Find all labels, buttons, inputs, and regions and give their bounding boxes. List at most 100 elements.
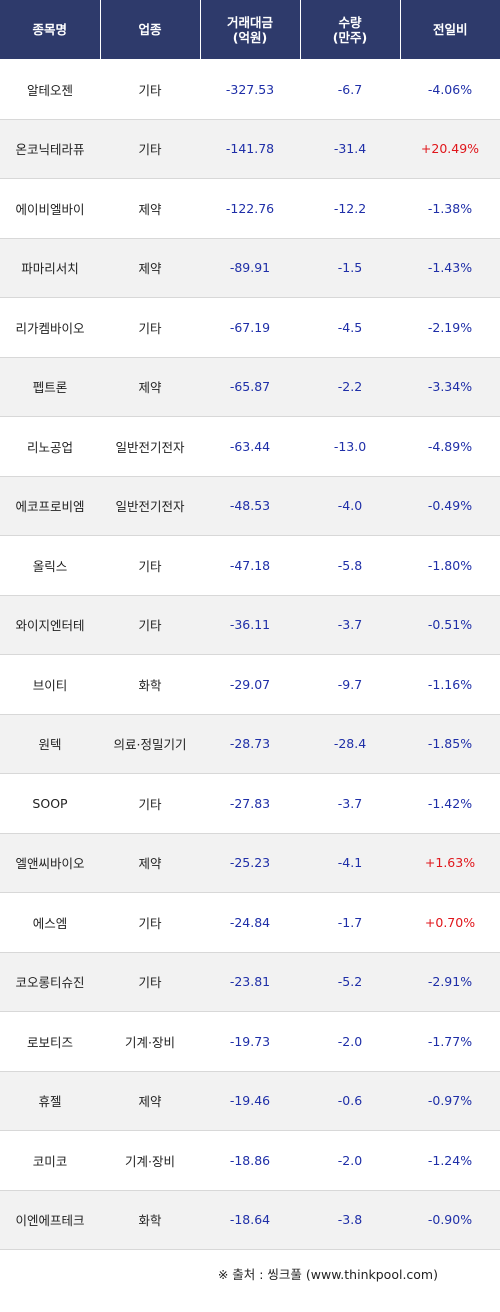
quantity-cell: -4.1	[300, 833, 400, 893]
change-rate-cell: -1.38%	[400, 178, 500, 239]
table-row: 올릭스 기타 -47.18 -5.8 -1.80%	[0, 535, 500, 596]
table-row: 이엔에프테크 화학 -18.64 -3.8 -0.90%	[0, 1190, 500, 1250]
sector-cell: 화학	[100, 654, 200, 715]
stock-name-cell: 리노공업	[0, 416, 100, 477]
sector-cell: 제약	[100, 833, 200, 893]
stock-name-cell: 로보티즈	[0, 1011, 100, 1072]
change-rate-cell: -2.19%	[400, 297, 500, 358]
quantity-cell: -28.4	[300, 714, 400, 774]
table-row: 리노공업 일반전기전자 -63.44 -13.0 -4.89%	[0, 416, 500, 477]
change-rate-cell: -1.43%	[400, 238, 500, 298]
sector-cell: 기타	[100, 535, 200, 596]
trade-amount-cell: -327.53	[200, 59, 300, 120]
change-rate-cell: -0.90%	[400, 1190, 500, 1250]
table-row: 브이티 화학 -29.07 -9.7 -1.16%	[0, 654, 500, 715]
table-row: 원텍 의료·정밀기기 -28.73 -28.4 -1.85%	[0, 714, 500, 774]
change-rate-cell: -1.42%	[400, 773, 500, 834]
stock-name-cell: 파마리서치	[0, 238, 100, 298]
trade-amount-cell: -18.86	[200, 1130, 300, 1191]
trade-amount-cell: -25.23	[200, 833, 300, 893]
quantity-cell: -4.5	[300, 297, 400, 358]
trade-amount-cell: -27.83	[200, 773, 300, 834]
change-rate-cell: -1.16%	[400, 654, 500, 715]
change-rate-cell: +20.49%	[400, 119, 500, 179]
quantity-cell: -4.0	[300, 476, 400, 536]
change-rate-cell: -2.91%	[400, 952, 500, 1012]
quantity-cell: -13.0	[300, 416, 400, 477]
trade-amount-cell: -67.19	[200, 297, 300, 358]
stock-name-cell: 이엔에프테크	[0, 1190, 100, 1250]
table-row: 에스엠 기타 -24.84 -1.7 +0.70%	[0, 892, 500, 953]
change-rate-cell: -0.51%	[400, 595, 500, 655]
table-row: 리가켐바이오 기타 -67.19 -4.5 -2.19%	[0, 297, 500, 358]
header-sector-label: 업종	[138, 22, 162, 37]
table-row: 파마리서치 제약 -89.91 -1.5 -1.43%	[0, 238, 500, 298]
sector-cell: 일반전기전자	[100, 416, 200, 477]
table-row: 휴젤 제약 -19.46 -0.6 -0.97%	[0, 1071, 500, 1131]
sector-cell: 기타	[100, 773, 200, 834]
sector-cell: 기계·장비	[100, 1011, 200, 1072]
change-rate-cell: -4.89%	[400, 416, 500, 477]
sector-cell: 제약	[100, 238, 200, 298]
table-row: 코미코 기계·장비 -18.86 -2.0 -1.24%	[0, 1130, 500, 1191]
trade-amount-cell: -48.53	[200, 476, 300, 536]
table-header: 종목명 업종 거래대금 (억원) 수량 (만주) 전일비	[0, 0, 500, 60]
trade-amount-cell: -19.46	[200, 1071, 300, 1131]
trade-amount-cell: -19.73	[200, 1011, 300, 1072]
table-row: 코오롱티슈진 기타 -23.81 -5.2 -2.91%	[0, 952, 500, 1012]
sector-cell: 제약	[100, 357, 200, 417]
quantity-cell: -1.5	[300, 238, 400, 298]
sector-cell: 기계·장비	[100, 1130, 200, 1191]
sector-cell: 일반전기전자	[100, 476, 200, 536]
change-rate-cell: -0.49%	[400, 476, 500, 536]
sector-cell: 제약	[100, 178, 200, 239]
stock-name-cell: 온코닉테라퓨	[0, 119, 100, 179]
quantity-cell: -5.2	[300, 952, 400, 1012]
stock-name-cell: 엘앤씨바이오	[0, 833, 100, 893]
trade-amount-cell: -18.64	[200, 1190, 300, 1250]
quantity-cell: -3.7	[300, 595, 400, 655]
sector-cell: 기타	[100, 59, 200, 120]
sector-cell: 기타	[100, 892, 200, 953]
header-name: 종목명	[0, 0, 101, 60]
change-rate-cell: -1.24%	[400, 1130, 500, 1191]
header-amount-label: 거래대금	[226, 14, 273, 30]
quantity-cell: -5.8	[300, 535, 400, 596]
header-amount: 거래대금 (억원)	[200, 0, 301, 60]
table-body: 알테오젠 기타 -327.53 -6.7 -4.06% 온코닉테라퓨 기타 -141.78 -3…	[0, 59, 500, 1250]
trade-amount-cell: -28.73	[200, 714, 300, 774]
change-rate-cell: -1.77%	[400, 1011, 500, 1072]
stock-name-cell: 에스엠	[0, 892, 100, 953]
change-rate-cell: +0.70%	[400, 892, 500, 953]
header-row: 종목명 업종 거래대금 (억원) 수량 (만주) 전일비	[0, 0, 500, 60]
sector-cell: 기타	[100, 595, 200, 655]
stock-name-cell: 리가켐바이오	[0, 297, 100, 358]
table-row: 알테오젠 기타 -327.53 -6.7 -4.06%	[0, 59, 500, 120]
sector-cell: 화학	[100, 1190, 200, 1250]
header-name-label: 종목명	[32, 22, 67, 37]
stock-name-cell: 에이비엘바이	[0, 178, 100, 239]
quantity-cell: -1.7	[300, 892, 400, 953]
net-selling-table: 종목명 업종 거래대금 (억원) 수량 (만주) 전일비 알테오젠 기타 -327.53…	[0, 0, 500, 1250]
trade-amount-cell: -36.11	[200, 595, 300, 655]
table-row: 펩트론 제약 -65.87 -2.2 -3.34%	[0, 357, 500, 417]
change-rate-cell: +1.63%	[400, 833, 500, 893]
trade-amount-cell: -63.44	[200, 416, 300, 477]
source-note: ※ 출처 : 씽크풀 (www.thinkpool.com)	[217, 1267, 438, 1282]
header-change: 전일비	[400, 0, 500, 60]
table-row: 온코닉테라퓨 기타 -141.78 -31.4 +20.49%	[0, 119, 500, 179]
header-amount-unit: (억원)	[232, 29, 268, 45]
header-qty: 수량 (만주)	[300, 0, 401, 60]
header-sector: 업종	[100, 0, 201, 60]
trade-amount-cell: -89.91	[200, 238, 300, 298]
stock-name-cell: 펩트론	[0, 357, 100, 417]
quantity-cell: -9.7	[300, 654, 400, 715]
change-rate-cell: -3.34%	[400, 357, 500, 417]
quantity-cell: -3.7	[300, 773, 400, 834]
sector-cell: 기타	[100, 119, 200, 179]
quantity-cell: -2.0	[300, 1011, 400, 1072]
stock-name-cell: 코오롱티슈진	[0, 952, 100, 1012]
stock-name-cell: SOOP	[0, 773, 100, 834]
sector-cell: 의료·정밀기기	[100, 714, 200, 774]
